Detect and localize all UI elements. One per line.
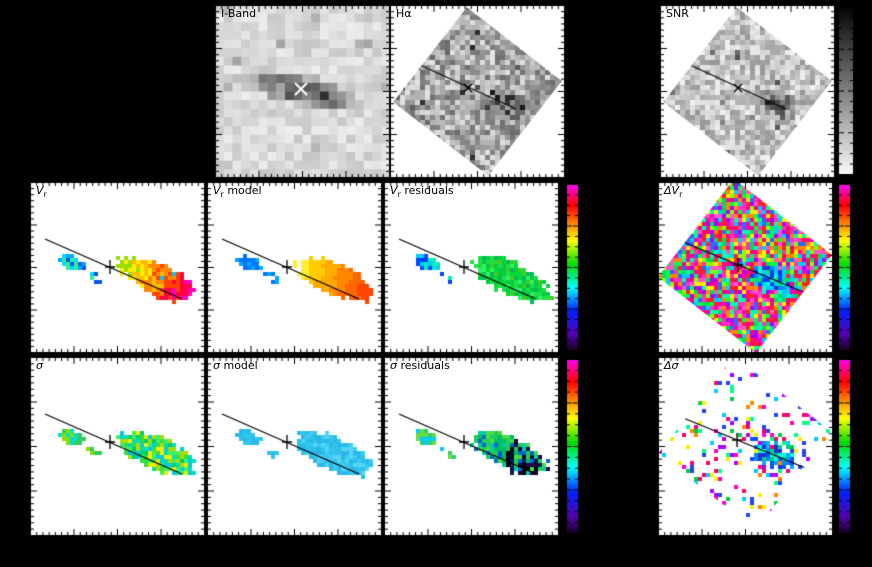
- panel-vr-residuals-label: Vr residuals: [390, 184, 454, 200]
- sigma-map-canvas: [30, 357, 205, 536]
- delta-sigma-colorbar: [838, 359, 851, 534]
- panel-snr: SNR: [660, 5, 835, 178]
- panel-delta-vr: ΔVr: [658, 182, 833, 353]
- velocity-colorbar: [566, 184, 579, 351]
- sigma-colorbar: [566, 359, 579, 534]
- snr-map-canvas: [660, 5, 835, 178]
- panel-sigma-residuals: σ residuals: [384, 357, 559, 536]
- delta-vr-colorbar: [838, 184, 851, 351]
- panel-sigma-model: σ model: [207, 357, 382, 536]
- iband-image-canvas: [215, 5, 390, 178]
- vr-map-canvas: [30, 182, 205, 353]
- sigma-residuals-map-canvas: [384, 357, 559, 536]
- panel-vr-label: Vr: [36, 184, 47, 200]
- vr-model-map-canvas: [207, 182, 382, 353]
- halpha-map-canvas: [390, 5, 565, 178]
- panel-snr-label: SNR: [666, 7, 689, 20]
- snr-colorbar: [838, 7, 854, 175]
- panel-iband: I-Band: [215, 5, 390, 178]
- panel-vr: Vr: [30, 182, 205, 353]
- panel-vr-model: Vr model: [207, 182, 382, 353]
- panel-sigma-residuals-label: σ residuals: [390, 359, 450, 372]
- panel-delta-sigma-label: Δσ: [664, 359, 679, 372]
- panel-sigma: σ: [30, 357, 205, 536]
- panel-halpha: Hα: [390, 5, 565, 178]
- delta-sigma-map-canvas: [658, 357, 833, 536]
- delta-vr-map-canvas: [658, 182, 833, 353]
- panel-iband-label: I-Band: [221, 7, 257, 20]
- panel-delta-vr-label: ΔVr: [664, 184, 683, 200]
- panel-halpha-label: Hα: [396, 7, 412, 20]
- panel-sigma-model-label: σ model: [213, 359, 258, 372]
- panel-vr-model-label: Vr model: [213, 184, 262, 200]
- vr-residuals-map-canvas: [384, 182, 559, 353]
- panel-vr-residuals: Vr residuals: [384, 182, 559, 353]
- panel-sigma-label: σ: [36, 359, 43, 372]
- sigma-model-map-canvas: [207, 357, 382, 536]
- panel-delta-sigma: Δσ: [658, 357, 833, 536]
